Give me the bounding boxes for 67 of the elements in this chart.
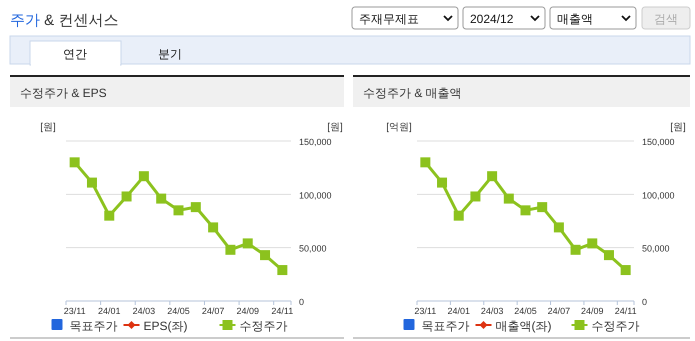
point: [420, 157, 430, 168]
y2-tick-label: 150,000: [299, 137, 332, 147]
point: [156, 194, 166, 204]
y-axis-title: [억원]: [386, 122, 412, 133]
text: 매출액: [557, 12, 593, 26]
y2-tick-label: 100,000: [299, 190, 332, 200]
y2-tick-label: 0: [299, 297, 304, 307]
legend-label: 수정주가: [240, 319, 288, 333]
point: [138, 171, 149, 182]
point: [554, 222, 564, 232]
point: [470, 191, 480, 202]
legend-label: 수정주가: [592, 319, 640, 333]
text: 연간: [63, 47, 87, 61]
point: [225, 244, 236, 255]
y-axis-title: [원]: [40, 122, 56, 133]
text: 분기: [158, 47, 182, 61]
x-tick-label: 24/01: [447, 306, 470, 316]
chart-title: 수정주가 & 매출액: [363, 86, 462, 100]
point: [208, 222, 218, 232]
x-tick-label: 23/11: [64, 306, 86, 316]
point: [260, 250, 270, 260]
point: [122, 191, 132, 202]
x-tick-label: 24/07: [202, 306, 224, 316]
point: [520, 205, 530, 216]
legend-label: 목표주가: [70, 319, 118, 333]
x-tick-label: 24/01: [98, 306, 121, 316]
chart-title: 수정주가 & EPS: [20, 86, 107, 100]
point: [620, 265, 631, 276]
point: [86, 178, 97, 188]
y2-tick-label: 0: [642, 297, 648, 307]
point: [504, 194, 514, 204]
point: [437, 178, 448, 188]
x-tick-label: 24/03: [480, 306, 504, 316]
x-tick-label: 24/11: [614, 306, 637, 316]
x-tick-label: 24/07: [548, 306, 570, 316]
x-tick-label: 24/05: [514, 306, 537, 316]
point: [454, 210, 464, 221]
x-tick-label: 24/11: [271, 306, 294, 316]
text: 2024/12: [470, 12, 514, 26]
point: [104, 210, 114, 221]
y2-axis-title: [원]: [327, 122, 343, 133]
text: 주가 & 컨센서스: [10, 12, 118, 29]
point: [174, 205, 184, 216]
x-tick-label: 23/11: [414, 306, 436, 316]
text: 검색: [654, 12, 678, 26]
text: 주재무제표: [359, 12, 419, 26]
point: [190, 202, 201, 212]
y2-tick-label: 100,000: [642, 190, 675, 200]
y2-tick-label: 50,000: [642, 244, 670, 254]
point: [70, 157, 80, 168]
y2-tick-label: 150,000: [642, 137, 675, 147]
point: [604, 250, 614, 260]
legend-label: 매출액(좌): [496, 319, 552, 333]
y2-tick-label: 50,000: [299, 244, 327, 254]
x-tick-label: 24/05: [167, 306, 190, 316]
point: [242, 238, 253, 248]
point: [570, 244, 581, 255]
legend-label: EPS(좌): [144, 319, 188, 333]
legend-label: 목표주가: [422, 319, 470, 333]
point: [277, 265, 288, 276]
point: [587, 238, 598, 248]
point: [487, 171, 498, 182]
x-tick-label: 24/09: [581, 306, 604, 316]
y2-axis-title: [원]: [670, 122, 686, 133]
point: [537, 202, 548, 212]
x-tick-label: 24/03: [132, 306, 156, 316]
x-tick-label: 24/09: [236, 306, 259, 316]
